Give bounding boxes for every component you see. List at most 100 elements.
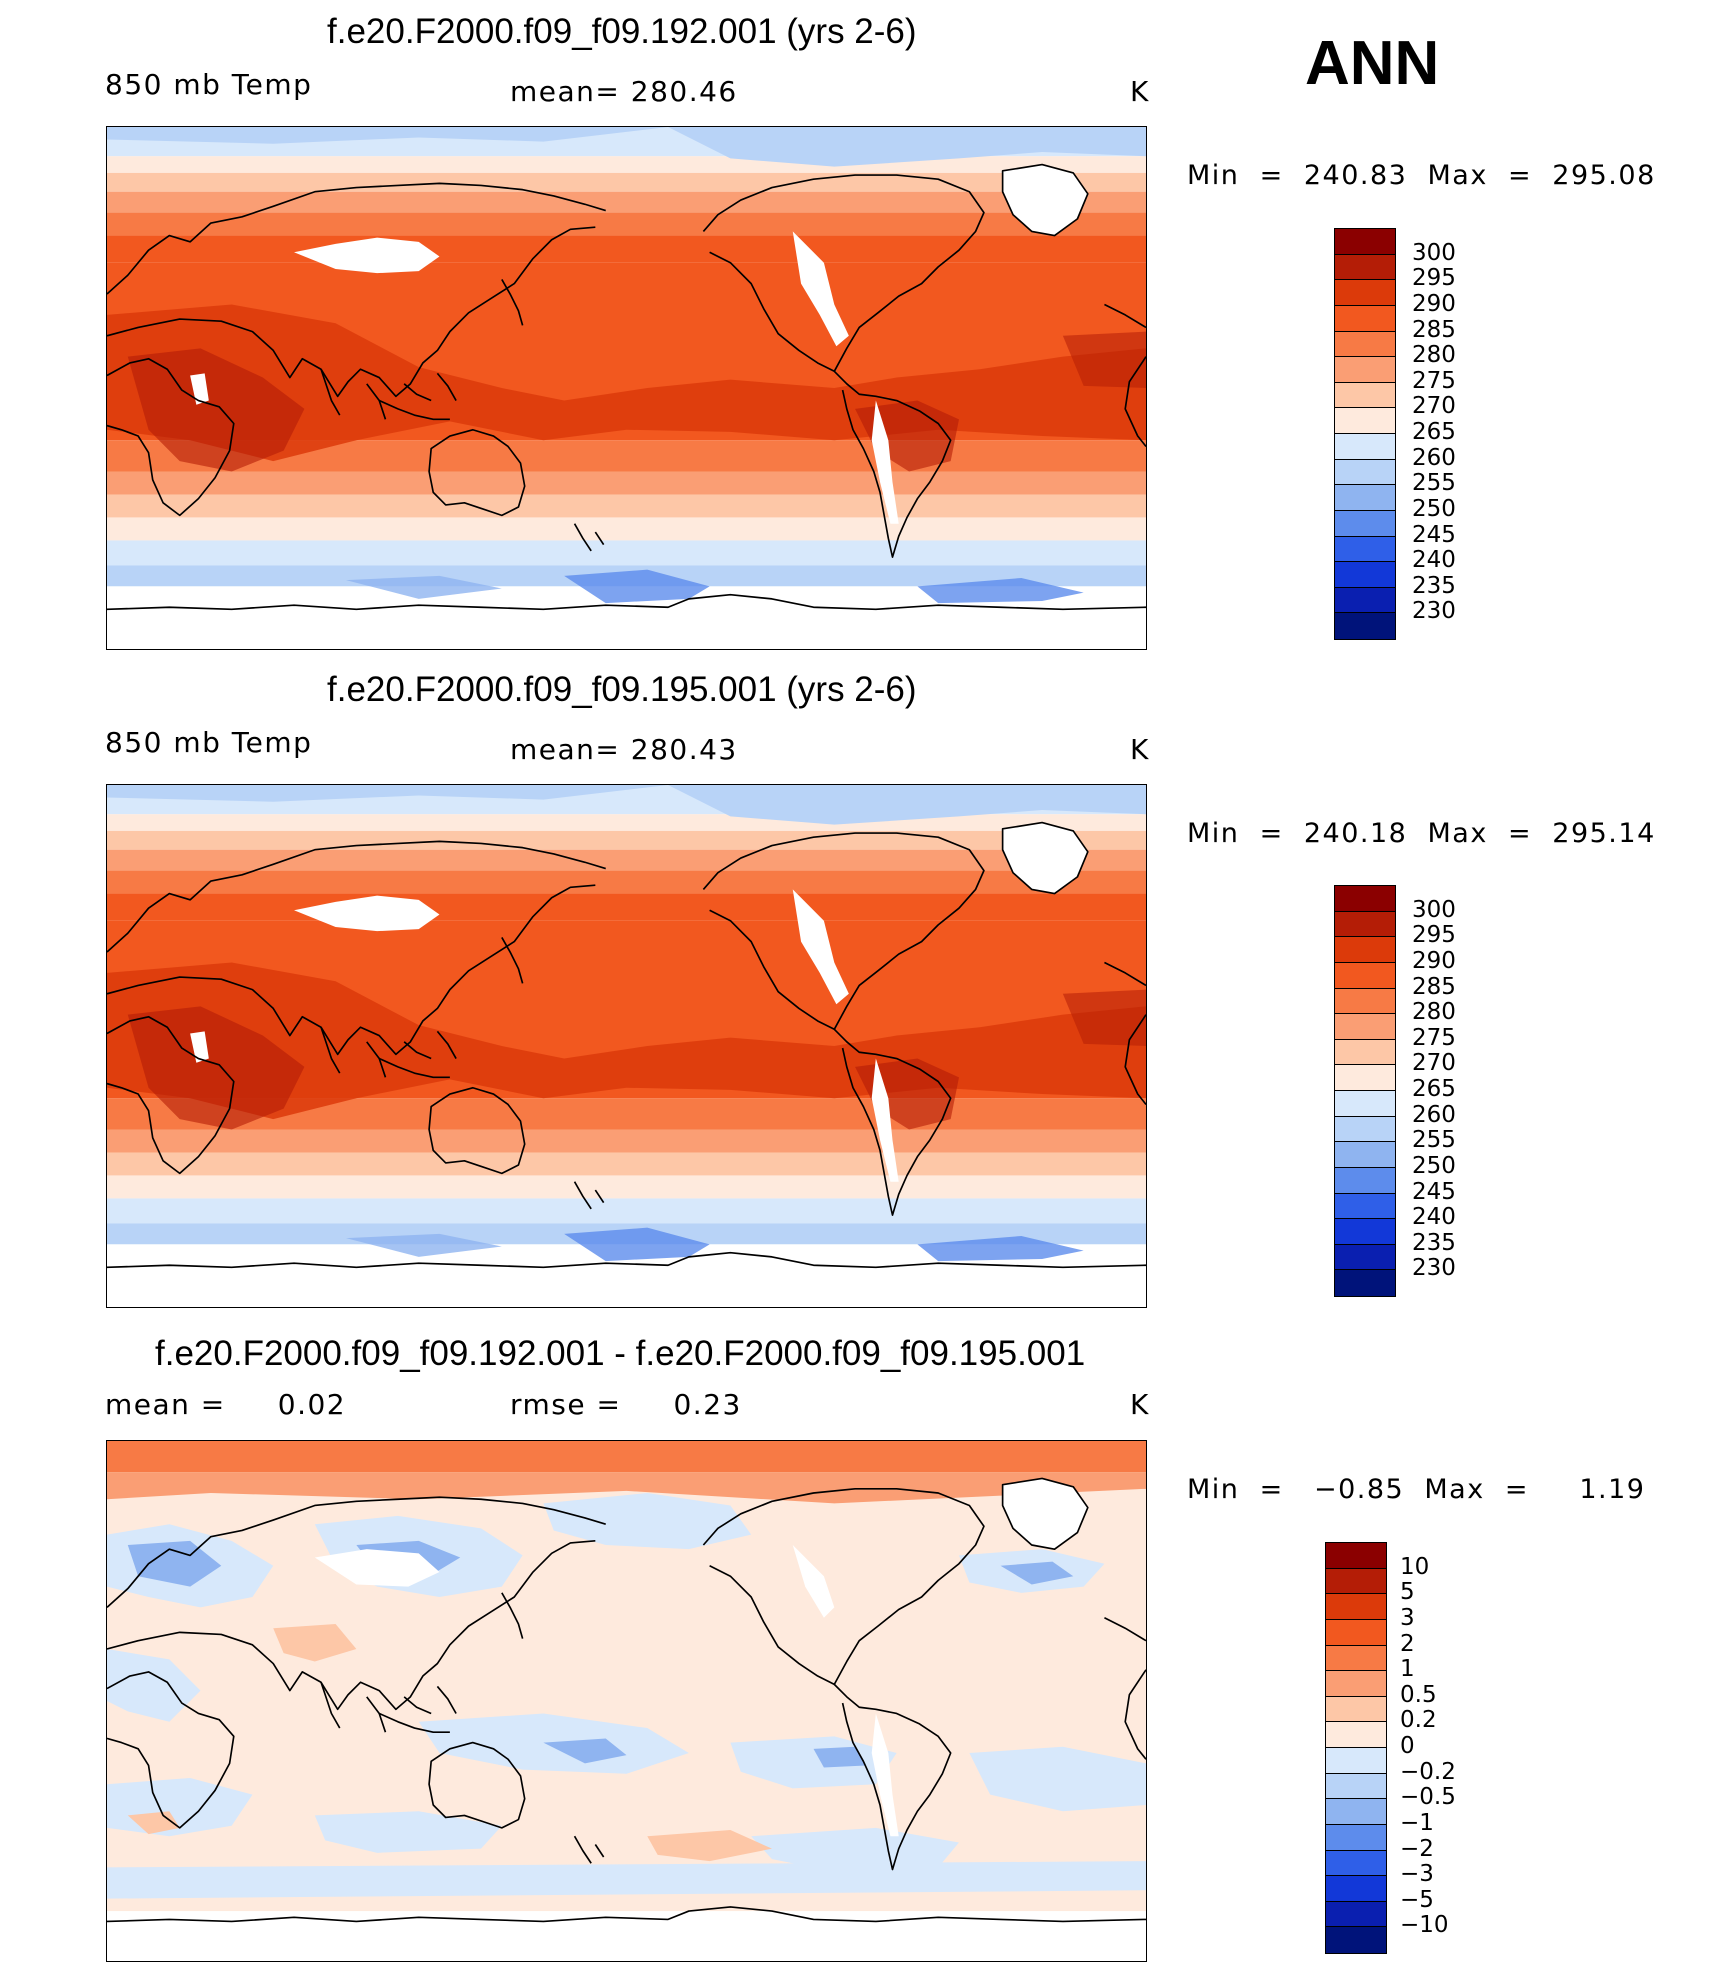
coastline [428,428,526,517]
coastline [1001,163,1089,237]
colorbar-swatch [1335,485,1395,511]
mask-region [792,1545,835,1618]
colorbar-swatch [1326,1722,1386,1748]
colorbar-swatch [1335,510,1395,537]
panel1-mean: mean= 280.46 [510,75,738,108]
mask-region [314,1549,440,1587]
colorbar-tick-label: −2 [1400,1835,1434,1862]
contour-band [127,1540,222,1587]
contour-band [107,1129,1146,1153]
colorbar-tick-label: 265 [1412,1076,1456,1102]
contour-band [668,785,1146,825]
panel1-units: K [1130,75,1150,108]
mask-region [871,400,899,524]
coastline [702,1488,985,1686]
contour-band [107,471,1146,495]
contour-band [107,1152,1146,1176]
contour-band [107,494,1146,518]
colorbar-tick-label: 275 [1412,1024,1456,1051]
colorbar-tick-label: 260 [1412,1101,1456,1128]
mask-region [1002,164,1088,236]
panel3-units: K [1130,1388,1150,1421]
colorbar-tick-label: 255 [1412,470,1456,497]
colorbar-tick-label: 230 [1412,1255,1456,1282]
contour-band [1062,331,1146,388]
mask-region [190,1031,209,1063]
panel2-title: f.e20.F2000.f09_f09.195.001 (yrs 2-6) [327,670,917,709]
coastline [1001,821,1089,895]
mask-region [792,231,849,347]
panel1-variable: 850 mb Temp [105,68,313,101]
panel2-variable: 850 mb Temp [105,726,313,759]
colorbar-tick-label: −0.2 [1400,1758,1456,1785]
coastline [702,832,985,1031]
coastline [833,370,952,558]
contour-band [647,1829,772,1862]
panel2-colorbar [1334,885,1396,1297]
coastline [501,937,524,984]
colorbar-tick-label: −0.5 [1400,1784,1456,1811]
coastline [107,840,606,953]
coastline [320,1682,387,1733]
map-canvas [107,1441,1146,1961]
contour-band [107,785,669,802]
colorbar-tick-label: 245 [1412,521,1456,548]
colorbar-swatch [1326,1568,1386,1595]
colorbar-swatch [1335,886,1395,912]
coastline [1104,1617,1146,1760]
coastline [107,1906,1146,1923]
colorbar-swatch [1335,1039,1395,1066]
colorbar-tick-label: −5 [1400,1886,1434,1913]
coastline [573,1835,605,1864]
contour-band [107,830,1146,850]
coastline [320,368,387,420]
colorbar-tick-label: 280 [1412,999,1456,1026]
contour-band [543,1493,752,1550]
colorbar-swatch [1335,459,1395,486]
coastline [107,1540,596,1711]
colorbar-swatch [1326,1696,1386,1723]
contour-band [107,540,1146,566]
colorbar-swatch [1335,1065,1395,1091]
colorbar-swatch [1335,1244,1395,1271]
panel1-map [106,126,1147,650]
colorbar-swatch [1335,305,1395,332]
colorbar-swatch [1326,1799,1386,1825]
contour-band [543,1738,627,1764]
coastline [378,372,457,421]
contour-band [564,1227,710,1262]
contour-band [107,1472,1146,1504]
panel1-colorbar-labels: 300 295 290 285 280 275 270 265 260 255 250 245 240 2… [1412,228,1512,640]
panel2-map [106,784,1147,1308]
colorbar-tick-label: 265 [1412,419,1456,445]
coastline [107,226,596,398]
colorbar-tick-label: −10 [1400,1912,1449,1939]
colorbar-swatch [1335,536,1395,563]
coastline [107,1496,606,1609]
colorbar-tick-label: 240 [1412,547,1456,574]
mask-region [871,1713,899,1837]
colorbar-tick-label: 270 [1412,1050,1456,1077]
contour-band [1062,989,1146,1046]
coastline [378,1685,457,1734]
panel3-map [106,1440,1147,1962]
colorbar-swatch [1326,1773,1386,1800]
coastline [107,1251,1146,1269]
mask-region [792,889,849,1005]
colorbar-swatch [1326,1543,1386,1569]
mask-region [294,895,440,932]
colorbar-swatch [1335,357,1395,383]
colorbar-swatch [1335,229,1395,255]
panel2-colorbar-labels: 300 295 290 285 280 275 270 265 260 255 250 245 240 2… [1412,885,1512,1297]
coastline [573,523,605,552]
contour-band [917,578,1084,604]
coastline [107,357,235,517]
contour-band [107,156,1146,173]
coastline [107,182,606,295]
coastline [833,1028,952,1216]
panel2-minmax: Min = 240.18 Max = 295.14 [1187,818,1656,849]
colorbar-tick-label: 10 [1400,1553,1430,1580]
colorbar-tick-label: 285 [1412,316,1456,343]
colorbar-tick-label: 300 [1412,896,1456,923]
colorbar-swatch [1335,562,1395,588]
